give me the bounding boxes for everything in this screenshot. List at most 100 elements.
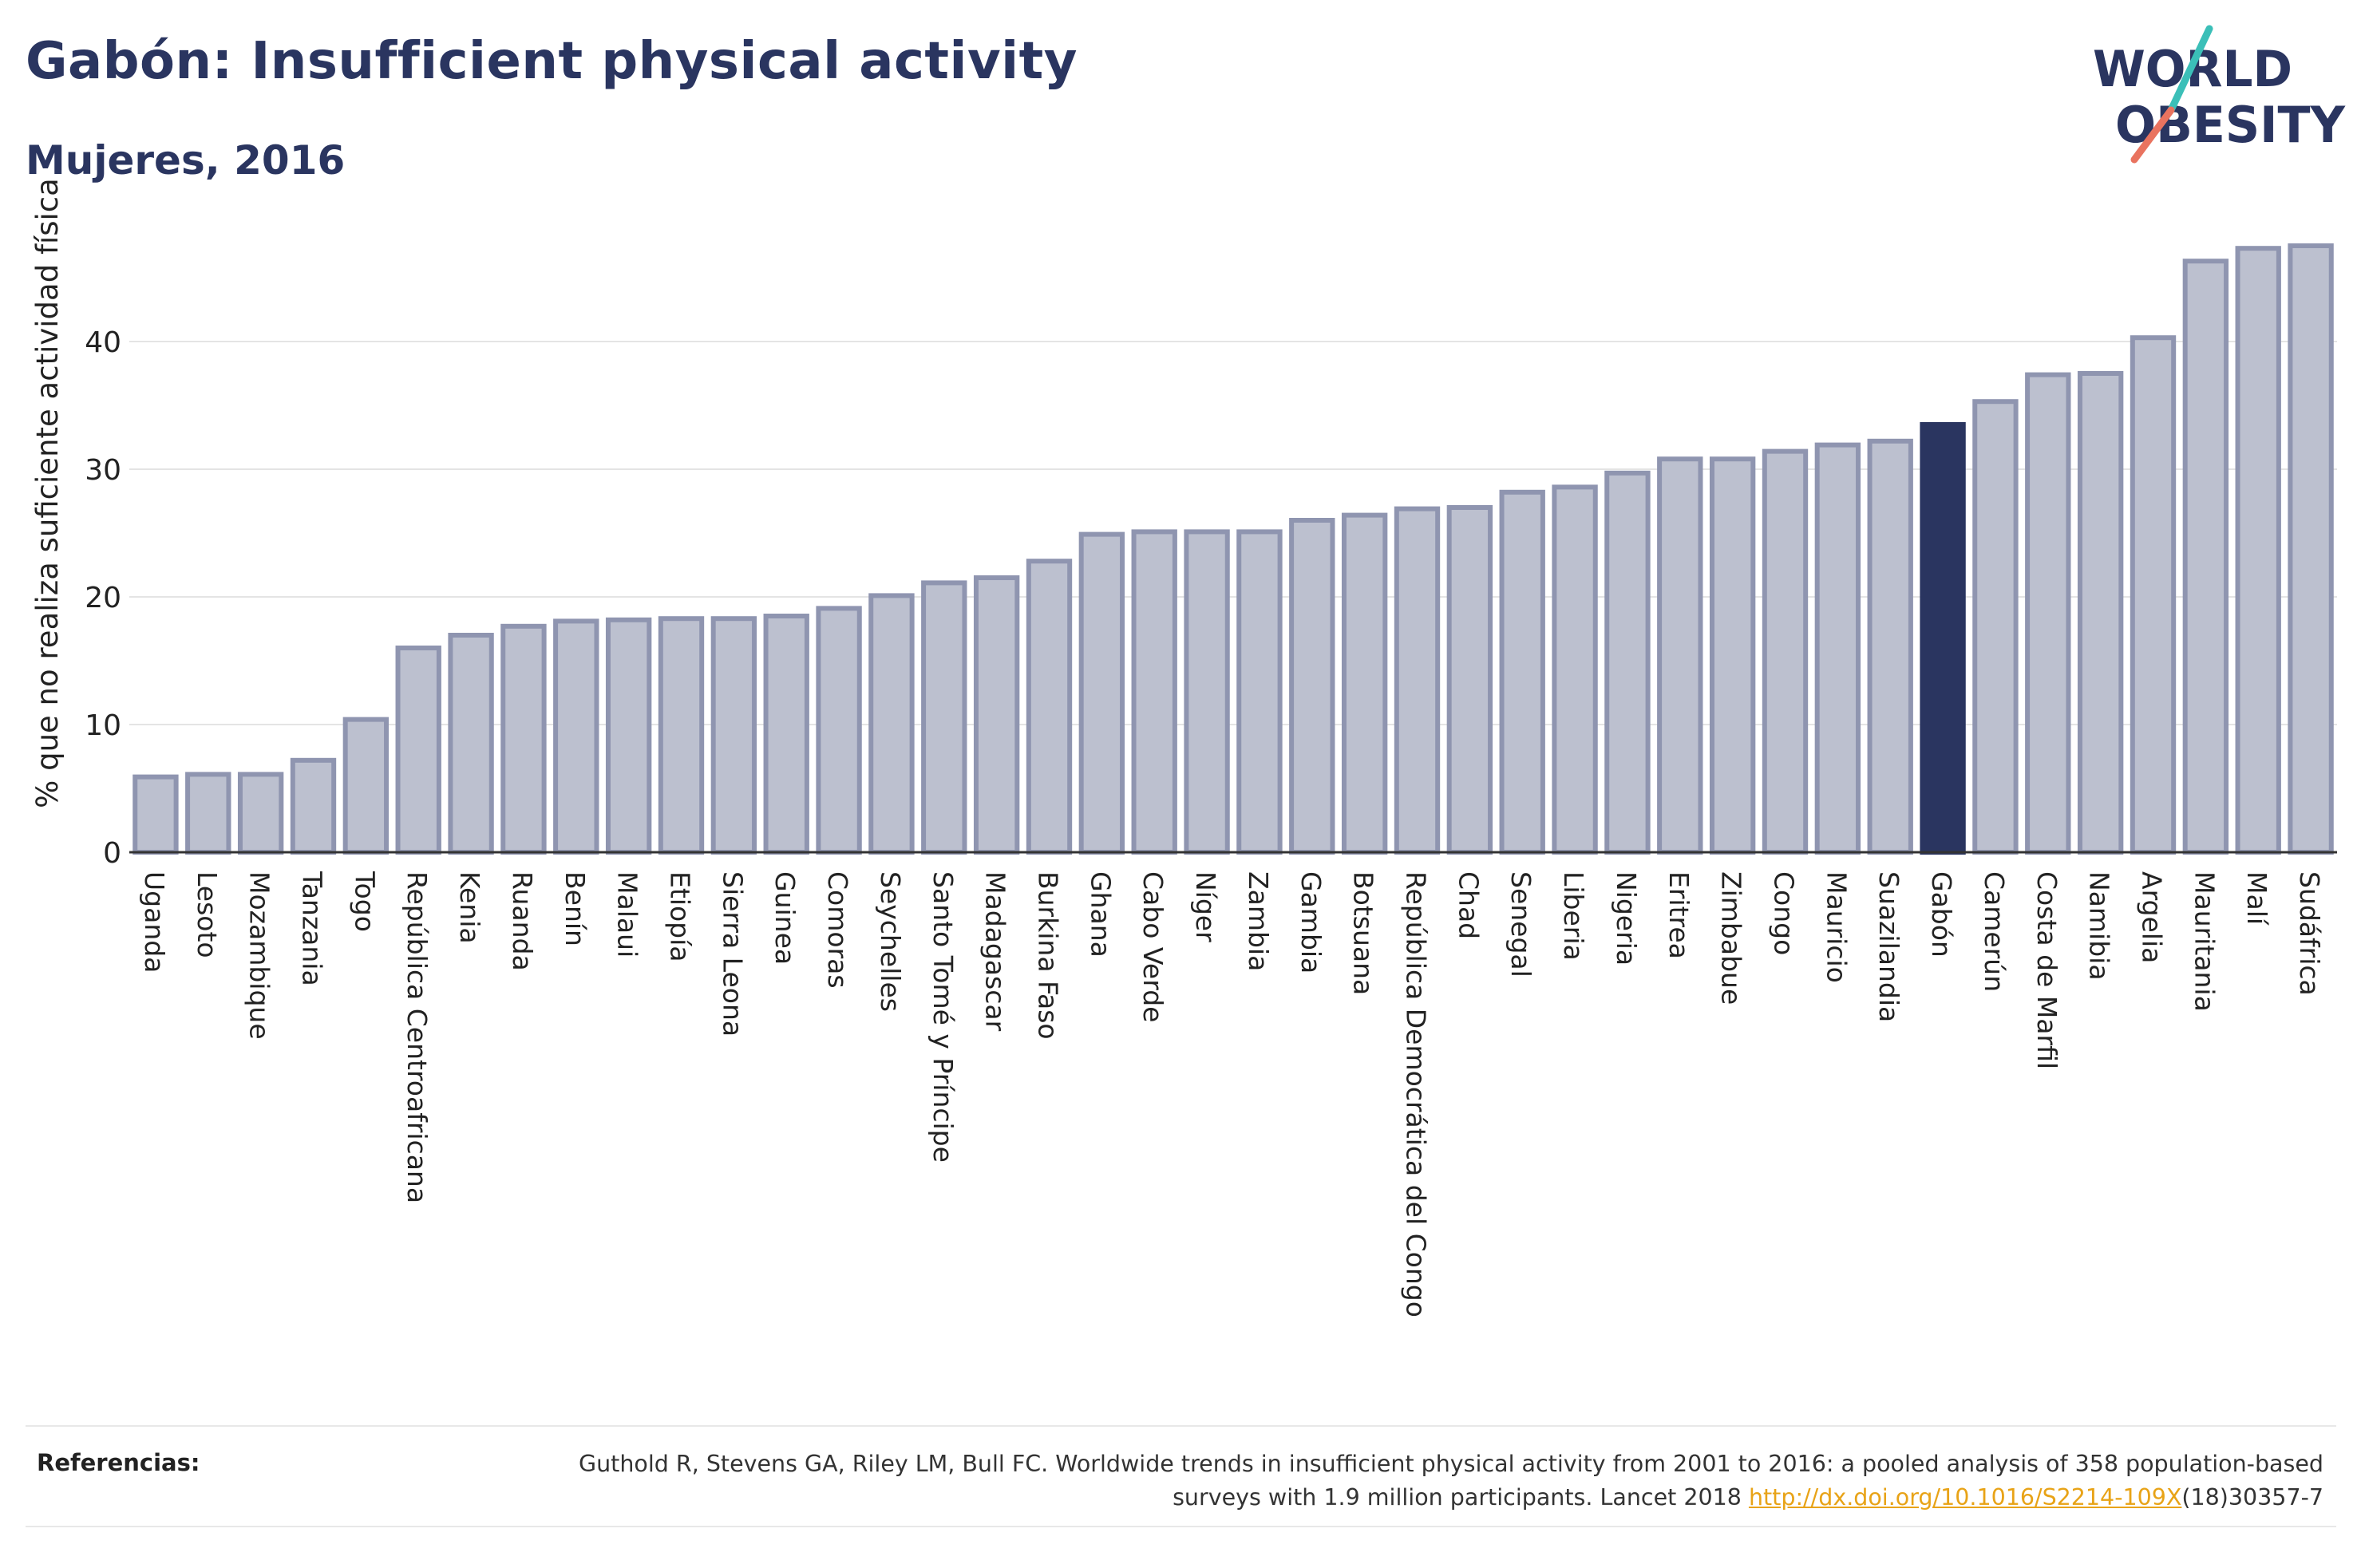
- x-tick-label: Senegal: [1505, 871, 1536, 978]
- chart-subtitle: Mujeres, 2016: [26, 137, 346, 184]
- bar: [2025, 372, 2071, 855]
- bar: [605, 617, 652, 855]
- x-tick-label: Congo: [1769, 871, 1800, 955]
- x-tick-label: Zimbabue: [1716, 871, 1747, 1005]
- y-tick-label: 40: [85, 326, 121, 359]
- x-tick-label: Gambia: [1295, 871, 1327, 974]
- x-tick-label: Uganda: [139, 871, 170, 973]
- x-tick-label: Sierra Leona: [717, 871, 748, 1037]
- references-citation-suffix: (18)30357-7: [2181, 1484, 2323, 1511]
- bar: [1394, 506, 1441, 855]
- y-tick-label: 10: [85, 709, 121, 742]
- bar-highlighted: [1920, 422, 1966, 855]
- x-tick-label: Eritrea: [1663, 871, 1695, 959]
- logo-slash-teal: [2167, 25, 2213, 114]
- x-tick-label: Lesoto: [192, 871, 223, 958]
- bar: [342, 717, 390, 855]
- bar: [1657, 456, 1703, 855]
- bar: [2182, 259, 2229, 855]
- x-tick-label: Ruanda: [507, 871, 538, 971]
- x-tick-label: Chad: [1453, 871, 1484, 939]
- x-tick-label: República Centroafricana: [401, 871, 433, 1203]
- references-citation: Guthold R, Stevens GA, Riley LM, Bull FC…: [579, 1451, 2323, 1511]
- bar: [237, 772, 284, 855]
- x-tick-label: Santo Tomé y Príncipe: [927, 871, 959, 1163]
- x-tick-label: Nigeria: [1611, 871, 1642, 966]
- bar: [185, 772, 231, 855]
- bars: [132, 243, 2334, 855]
- world-obesity-logo: WORLD OBESITY: [2093, 25, 2346, 164]
- x-tick-label: Tanzania: [297, 871, 328, 986]
- bar: [1867, 438, 1913, 855]
- x-tick-label: Madagascar: [980, 871, 1011, 1032]
- references-box: Referencias: Guthold R, Stevens GA, Rile…: [26, 1425, 2336, 1527]
- x-tick-label: Benín: [560, 871, 591, 946]
- x-tick-label: Seychelles: [875, 871, 906, 1012]
- bar: [1709, 456, 1756, 855]
- bar: [2235, 246, 2281, 855]
- bar: [1341, 512, 1388, 855]
- x-tick-label: Ghana: [1085, 871, 1116, 958]
- bar: [500, 623, 547, 855]
- gridlines: [129, 341, 2337, 725]
- bar: [1078, 531, 1125, 855]
- bar: [710, 616, 757, 855]
- x-tick-label: Mauritania: [2189, 871, 2220, 1012]
- bar: [448, 633, 494, 855]
- y-axis-title: % que no realiza suficiente actividad fí…: [30, 178, 65, 808]
- x-tick-label: Burkina Faso: [1033, 871, 1064, 1040]
- x-tick-label: Comoras: [822, 871, 853, 989]
- x-tick-label: Níger: [1190, 871, 1221, 942]
- y-tick-label: 0: [103, 837, 121, 870]
- bar: [1131, 529, 1177, 855]
- x-tick-label: Zambia: [1243, 871, 1274, 971]
- bar: [816, 606, 862, 855]
- logo-slash-coral: [2130, 106, 2175, 164]
- bar: [973, 575, 1020, 855]
- bar: [1289, 518, 1335, 855]
- x-tick-label: Mozambique: [244, 871, 275, 1040]
- bar: [132, 774, 179, 855]
- x-tick-label: Sudáfrica: [2294, 871, 2325, 996]
- x-tick-label: Costa de Marfil: [2031, 871, 2062, 1069]
- bar: [763, 614, 809, 855]
- bar: [553, 618, 599, 855]
- bar: [1972, 399, 2019, 855]
- bar: [921, 580, 967, 855]
- bar: [1499, 489, 1545, 855]
- y-tick-label: 20: [85, 582, 121, 614]
- x-tick-label: Etiopía: [665, 871, 696, 962]
- references-text: Guthold R, Stevens GA, Riley LM, Bull FC…: [488, 1448, 2323, 1515]
- x-axis-labels: Uganda Lesoto Mozambique Tanzania Togo Repúbl…: [139, 871, 2325, 1317]
- x-tick-label: Gabón: [1926, 871, 1957, 958]
- chart-title: Gabón: Insufficient physical activity: [26, 32, 1078, 91]
- x-tick-label: Argelia: [2137, 871, 2168, 963]
- bar: [658, 616, 705, 855]
- bar: [1446, 505, 1493, 855]
- bar: [2130, 335, 2177, 855]
- bar: [1184, 529, 1230, 855]
- bar: [2077, 371, 2124, 855]
- x-tick-label: Camerún: [1979, 871, 2010, 992]
- bar: [1236, 529, 1283, 855]
- x-tick-label: Cabo Verde: [1137, 871, 1169, 1022]
- logo-line-2: OBESITY: [2115, 96, 2346, 154]
- x-tick-label: Malí: [2241, 871, 2272, 926]
- bar: [2288, 243, 2334, 855]
- x-tick-label: Malaui: [612, 871, 643, 958]
- x-tick-label: Guinea: [769, 871, 801, 965]
- x-tick-label: Togo: [349, 871, 380, 932]
- x-tick-label: República Democrática del Congo: [1401, 871, 1432, 1317]
- x-tick-label: Mauricio: [1821, 871, 1852, 983]
- x-tick-label: Botsuana: [1348, 871, 1379, 995]
- bar: [1026, 559, 1073, 855]
- bar: [1762, 448, 1809, 855]
- bar: [1814, 442, 1861, 855]
- y-tick-label: 30: [85, 454, 121, 487]
- x-tick-label: Liberia: [1558, 871, 1589, 961]
- references-doi-link[interactable]: http://dx.doi.org/10.1016/S2214-109X: [1748, 1484, 2182, 1511]
- x-tick-label: Kenia: [454, 871, 485, 944]
- bar: [1552, 484, 1598, 855]
- bar: [868, 593, 915, 855]
